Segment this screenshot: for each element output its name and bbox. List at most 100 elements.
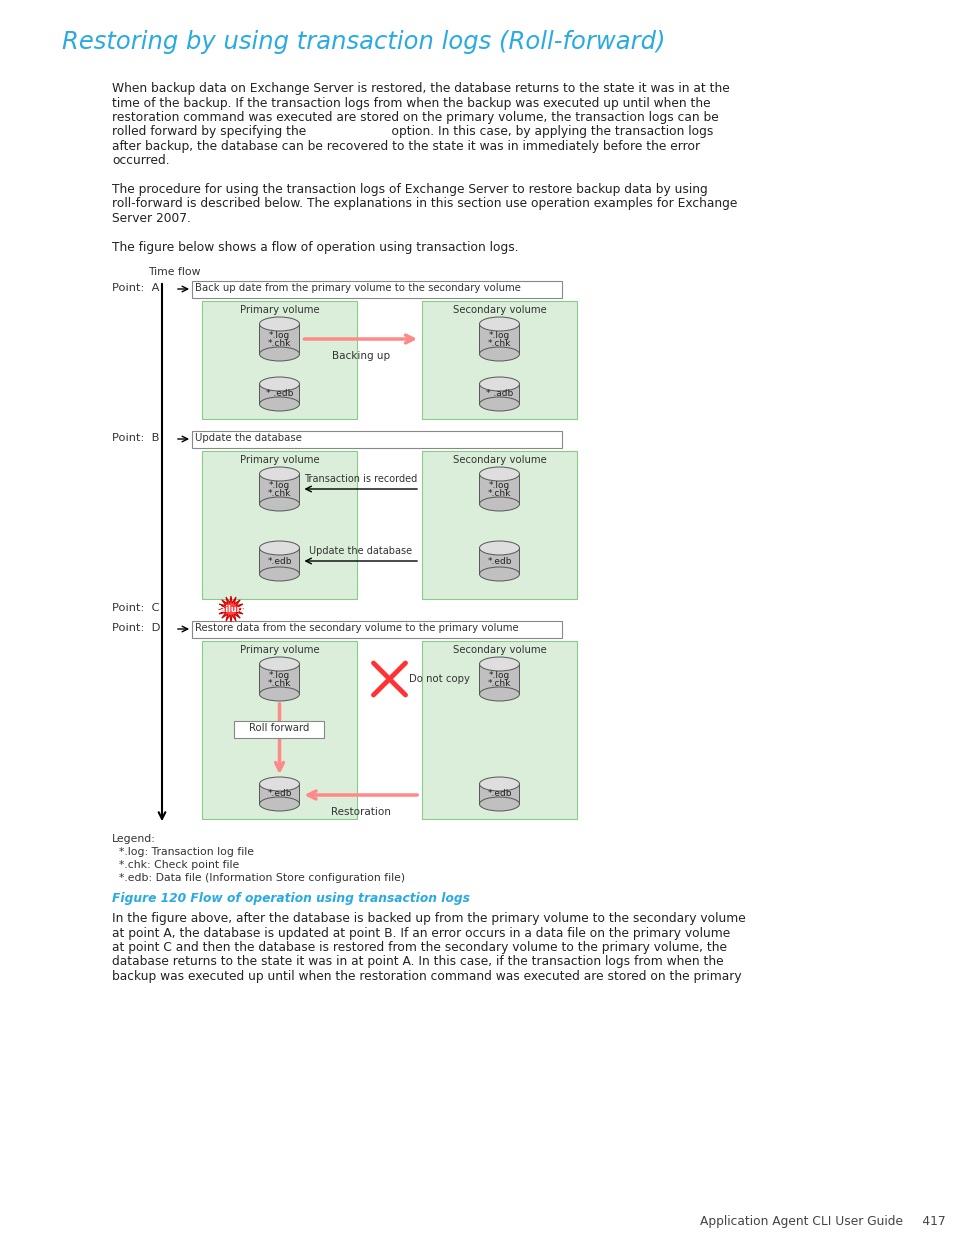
Bar <box>479 384 519 404</box>
Ellipse shape <box>259 377 299 391</box>
Text: Primary volume: Primary volume <box>239 305 319 315</box>
Text: Point:  D: Point: D <box>112 622 160 634</box>
Ellipse shape <box>479 687 519 701</box>
Text: *.chk: *.chk <box>487 340 511 348</box>
Text: *.chk: *.chk <box>268 489 291 499</box>
Text: occurred.: occurred. <box>112 154 170 168</box>
Text: *.chk: *.chk <box>487 679 511 688</box>
Text: after backup, the database can be recovered to the state it was in immediately b: after backup, the database can be recove… <box>112 140 700 153</box>
Text: When backup data on Exchange Server is restored, the database returns to the sta: When backup data on Exchange Server is r… <box>112 82 729 95</box>
Text: Figure 120 Flow of operation using transaction logs: Figure 120 Flow of operation using trans… <box>112 892 470 905</box>
Bar <box>421 641 577 819</box>
Text: *.log: *.log <box>488 331 510 340</box>
Text: *.chk: *.chk <box>268 340 291 348</box>
Bar <box>202 641 356 819</box>
Text: Restoring by using transaction logs (Roll-forward): Restoring by using transaction logs (Rol… <box>62 30 665 54</box>
Bar <box>479 664 519 694</box>
Bar <box>259 324 299 354</box>
Text: *.log: *.log <box>269 480 290 489</box>
Text: Primary volume: Primary volume <box>239 645 319 655</box>
Bar <box>192 621 561 638</box>
Bar <box>259 784 299 804</box>
Ellipse shape <box>479 467 519 480</box>
Text: *.log: *.log <box>488 480 510 489</box>
Text: restoration command was executed are stored on the primary volume, the transacti: restoration command was executed are sto… <box>112 111 718 124</box>
Bar <box>234 721 324 739</box>
Text: *.log: Transaction log file: *.log: Transaction log file <box>112 847 253 857</box>
Bar <box>192 282 561 298</box>
Ellipse shape <box>479 396 519 411</box>
Ellipse shape <box>259 797 299 811</box>
Ellipse shape <box>479 317 519 331</box>
Text: *.log: *.log <box>488 671 510 679</box>
Text: database returns to the state it was in at point A. In this case, if the transac: database returns to the state it was in … <box>112 956 723 968</box>
Text: *.edb: *.edb <box>267 557 292 566</box>
Text: *.edb: Data file (Information Store configuration file): *.edb: Data file (Information Store conf… <box>112 873 405 883</box>
Text: *.log: *.log <box>269 671 290 679</box>
Text: Point:  C: Point: C <box>112 603 159 613</box>
Ellipse shape <box>259 396 299 411</box>
Bar <box>479 474 519 504</box>
Ellipse shape <box>479 797 519 811</box>
Ellipse shape <box>259 347 299 361</box>
Text: Back up date from the primary volume to the secondary volume: Back up date from the primary volume to … <box>194 283 520 293</box>
Bar <box>421 451 577 599</box>
Bar <box>202 301 356 419</box>
Text: *.chk: *.chk <box>268 679 291 688</box>
Text: Update the database: Update the database <box>309 546 412 556</box>
Text: Transaction is recorded: Transaction is recorded <box>304 474 416 484</box>
Polygon shape <box>218 597 244 622</box>
Bar <box>479 784 519 804</box>
Text: at point A, the database is updated at point B. If an error occurs in a data fil: at point A, the database is updated at p… <box>112 926 729 940</box>
Text: roll-forward is described below. The explanations in this section use operation : roll-forward is described below. The exp… <box>112 198 737 210</box>
Bar <box>421 301 577 419</box>
Ellipse shape <box>479 496 519 511</box>
Bar <box>202 451 356 599</box>
Text: backup was executed up until when the restoration command was executed are store: backup was executed up until when the re… <box>112 969 740 983</box>
Ellipse shape <box>259 657 299 671</box>
Text: at point C and then the database is restored from the secondary volume to the pr: at point C and then the database is rest… <box>112 941 726 953</box>
Text: Secondary volume: Secondary volume <box>452 454 546 466</box>
Text: Point:  B: Point: B <box>112 433 159 443</box>
Text: Restoration: Restoration <box>331 806 391 818</box>
Bar <box>479 548 519 574</box>
Text: Do not copy: Do not copy <box>409 674 470 684</box>
Text: Primary volume: Primary volume <box>239 454 319 466</box>
Ellipse shape <box>479 347 519 361</box>
Text: Server 2007.: Server 2007. <box>112 212 191 225</box>
Text: * .adb: * .adb <box>485 389 513 399</box>
Text: Secondary volume: Secondary volume <box>452 645 546 655</box>
Bar <box>259 664 299 694</box>
Bar <box>259 384 299 404</box>
Text: Restore data from the secondary volume to the primary volume: Restore data from the secondary volume t… <box>194 622 518 634</box>
Bar <box>259 474 299 504</box>
Text: Point:  A: Point: A <box>112 283 159 293</box>
Ellipse shape <box>479 657 519 671</box>
Text: Roll forward: Roll forward <box>249 722 310 734</box>
Text: Time flow: Time flow <box>148 267 200 277</box>
Text: Secondary volume: Secondary volume <box>452 305 546 315</box>
Text: Application Agent CLI User Guide     417: Application Agent CLI User Guide 417 <box>700 1215 944 1228</box>
Bar <box>259 548 299 574</box>
Ellipse shape <box>479 777 519 790</box>
Bar <box>479 324 519 354</box>
Text: *.chk: *.chk <box>487 489 511 499</box>
Text: Update the database: Update the database <box>194 433 301 443</box>
Bar <box>192 431 561 448</box>
Text: The figure below shows a flow of operation using transaction logs.: The figure below shows a flow of operati… <box>112 241 518 253</box>
Ellipse shape <box>479 377 519 391</box>
Ellipse shape <box>259 496 299 511</box>
Ellipse shape <box>479 567 519 580</box>
Ellipse shape <box>259 541 299 555</box>
Ellipse shape <box>259 687 299 701</box>
Ellipse shape <box>479 541 519 555</box>
Ellipse shape <box>259 467 299 480</box>
Text: In the figure above, after the database is backed up from the primary volume to : In the figure above, after the database … <box>112 911 745 925</box>
Text: *.edb: *.edb <box>267 789 292 799</box>
Text: *.chk: Check point file: *.chk: Check point file <box>112 860 239 869</box>
Text: time of the backup. If the transaction logs from when the backup was executed up: time of the backup. If the transaction l… <box>112 96 710 110</box>
Text: *.edb: *.edb <box>487 557 511 566</box>
Text: Backing up: Backing up <box>332 351 390 361</box>
Text: The procedure for using the transaction logs of Exchange Server to restore backu: The procedure for using the transaction … <box>112 183 707 196</box>
Text: * .edb: * .edb <box>266 389 293 399</box>
